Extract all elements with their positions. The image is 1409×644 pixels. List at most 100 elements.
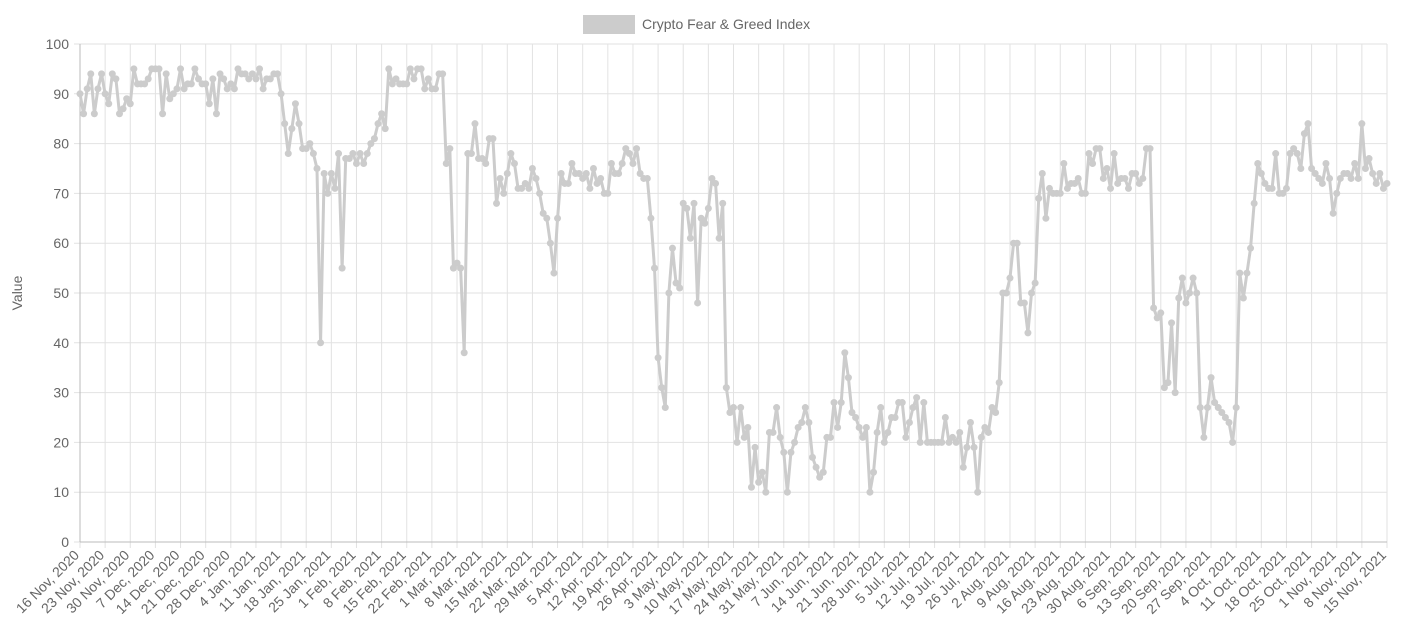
data-point [905, 418, 913, 426]
data-point [1146, 145, 1154, 153]
data-point [162, 70, 170, 78]
y-tick-label: 20 [53, 434, 69, 450]
data-point [1056, 189, 1064, 197]
data-point [841, 349, 849, 357]
data-point [791, 438, 799, 446]
data-point [834, 423, 842, 431]
data-point [1322, 160, 1330, 168]
data-point [579, 174, 587, 182]
data-point [568, 160, 576, 168]
data-point [141, 80, 149, 88]
data-point [227, 80, 235, 88]
data-point [76, 90, 84, 98]
data-point [758, 468, 766, 476]
data-point [177, 65, 185, 73]
data-point [1347, 174, 1355, 182]
data-point [1254, 160, 1262, 168]
data-point [956, 428, 964, 436]
data-point [959, 463, 967, 471]
y-tick-label: 30 [53, 385, 69, 401]
data-point [1006, 274, 1014, 282]
data-point [309, 150, 317, 158]
data-point [1160, 384, 1168, 392]
data-point [144, 75, 152, 83]
data-point [187, 80, 195, 88]
data-point [945, 438, 953, 446]
data-point [1329, 209, 1337, 217]
data-point [1333, 189, 1341, 197]
data-point [844, 374, 852, 382]
data-point [830, 399, 838, 407]
data-point [385, 65, 393, 73]
data-point [87, 70, 95, 78]
data-point [812, 463, 820, 471]
data-point [708, 174, 716, 182]
data-point [643, 174, 651, 182]
data-point [356, 150, 364, 158]
data-point [633, 145, 641, 153]
data-point [866, 488, 874, 496]
data-point [507, 150, 515, 158]
data-point [115, 110, 123, 118]
data-point [1071, 179, 1079, 187]
data-point [715, 234, 723, 242]
legend-label: Crypto Fear & Greed Index [642, 16, 810, 32]
data-point [266, 75, 274, 83]
data-point [306, 140, 314, 148]
data-point [744, 423, 752, 431]
data-point [202, 80, 210, 88]
data-point [683, 204, 691, 212]
data-point [536, 189, 544, 197]
data-point [457, 264, 465, 272]
data-point [966, 418, 974, 426]
data-point [1214, 404, 1222, 412]
data-point [557, 169, 565, 177]
data-point [1171, 389, 1179, 397]
data-point [1139, 174, 1147, 182]
data-point [518, 184, 526, 192]
y-tick-label: 80 [53, 136, 69, 152]
data-point [302, 145, 310, 153]
data-point [288, 125, 296, 133]
data-point [661, 404, 669, 412]
data-point [1035, 194, 1043, 202]
data-point [891, 414, 899, 421]
data-point [1164, 379, 1172, 387]
data-point [694, 299, 702, 307]
data-point [1200, 433, 1208, 441]
data-point [1042, 214, 1050, 222]
data-point [216, 70, 224, 78]
data-point [1247, 244, 1255, 252]
data-point [593, 179, 601, 187]
data-point [1081, 189, 1089, 197]
data-point [363, 150, 371, 158]
data-point [503, 169, 511, 177]
data-point [324, 189, 332, 197]
data-point [920, 399, 928, 407]
data-point [431, 85, 439, 93]
data-point [1361, 165, 1369, 172]
data-point [1002, 289, 1010, 297]
data-point [482, 160, 490, 168]
data-point [1376, 169, 1384, 177]
data-point [719, 199, 727, 207]
data-point [1121, 174, 1129, 182]
data-point [1383, 179, 1391, 187]
data-point [855, 423, 863, 431]
data-point [191, 65, 199, 73]
data-point [1358, 120, 1366, 128]
data-point [194, 75, 202, 83]
data-point [1344, 169, 1352, 177]
data-point [1196, 404, 1204, 412]
data-point [794, 423, 802, 431]
data-point [647, 214, 655, 222]
data-point [1175, 294, 1183, 302]
data-point [277, 90, 285, 98]
data-point [101, 90, 109, 98]
data-point [902, 433, 910, 441]
data-point [403, 80, 411, 88]
data-point [291, 100, 299, 108]
data-point [478, 155, 486, 163]
data-point [1189, 274, 1197, 282]
data-point [123, 95, 131, 103]
